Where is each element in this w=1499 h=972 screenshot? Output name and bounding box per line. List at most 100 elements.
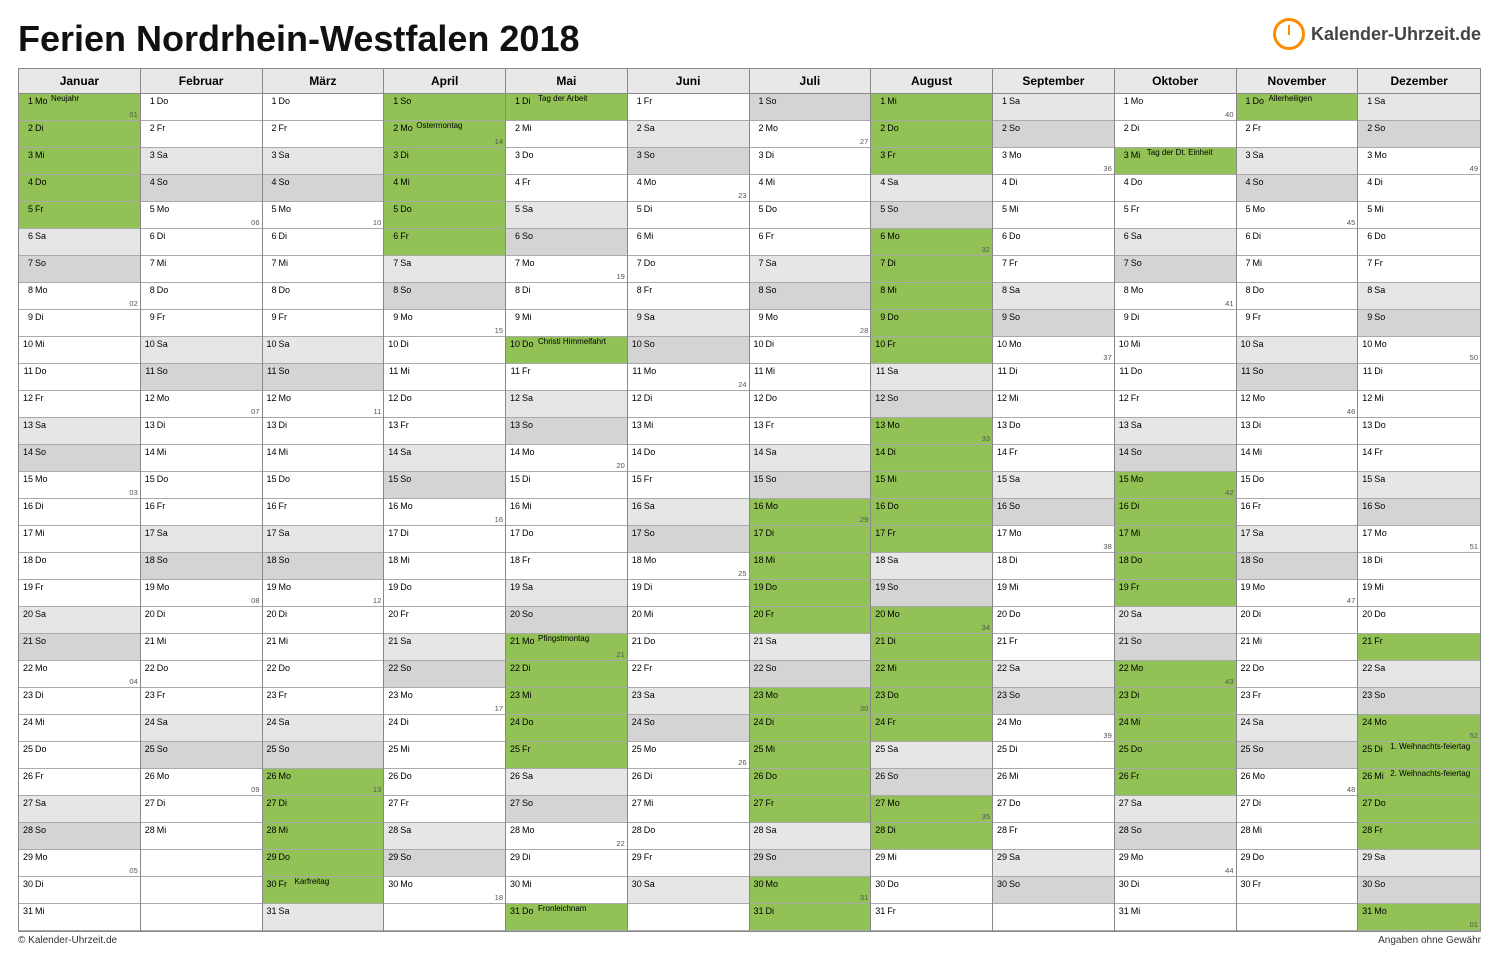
- week-number: 27: [860, 137, 868, 146]
- day-weekday: Di: [34, 877, 50, 889]
- day-weekday: Mo: [156, 391, 172, 403]
- day-note: [1389, 121, 1480, 122]
- day-cell: 10Sa: [1237, 337, 1358, 364]
- day-weekday: Do: [765, 391, 781, 403]
- day-cell: 10So: [628, 337, 749, 364]
- day-weekday: Sa: [278, 148, 294, 160]
- day-note: [172, 391, 262, 392]
- day-number: 5: [384, 202, 399, 214]
- day-number: 23: [750, 688, 765, 700]
- day-number: 15: [871, 472, 886, 484]
- day-weekday: Di: [156, 229, 172, 241]
- month-header: August: [871, 69, 992, 94]
- day-cell: 6Sa: [1115, 229, 1236, 256]
- day-note: [1024, 769, 1114, 770]
- day-note: [1024, 229, 1114, 230]
- week-number: 11: [373, 407, 381, 416]
- day-weekday: Fr: [1008, 823, 1024, 835]
- day-cell: 30Do: [871, 877, 992, 904]
- day-cell: 4Sa: [871, 175, 992, 202]
- day-weekday: Do: [1373, 229, 1389, 241]
- day-cell: 27Do: [993, 796, 1114, 823]
- month-header: Januar: [19, 69, 140, 94]
- day-note: [294, 391, 384, 392]
- day-cell: 14So: [19, 445, 140, 472]
- day-number: 23: [384, 688, 399, 700]
- day-weekday: Sa: [643, 877, 659, 889]
- day-weekday: Do: [1008, 796, 1024, 808]
- day-number: 13: [1115, 418, 1130, 430]
- day-note: [172, 256, 262, 257]
- day-weekday: Fr: [521, 175, 537, 187]
- day-weekday: Fr: [765, 418, 781, 430]
- day-cell: 1Mo40: [1115, 94, 1236, 121]
- day-note: [294, 553, 384, 554]
- day-cell: 26Do: [750, 769, 871, 796]
- day-number: 19: [1237, 580, 1252, 592]
- day-weekday: Mo: [156, 580, 172, 592]
- day-weekday: So: [399, 94, 415, 106]
- day-number: 23: [1237, 688, 1252, 700]
- day-number: 31: [1115, 904, 1130, 916]
- week-number: 01: [129, 110, 137, 119]
- day-cell: [1237, 904, 1358, 931]
- day-note: [1268, 283, 1358, 284]
- day-cell: 18Mi: [384, 553, 505, 580]
- day-number: 14: [1115, 445, 1130, 457]
- day-number: 31: [871, 904, 886, 916]
- day-cell: 5Sa: [506, 202, 627, 229]
- day-cell: 8Mo02: [19, 283, 140, 310]
- day-weekday: Mi: [34, 904, 50, 916]
- day-note: [537, 850, 627, 851]
- day-number: 19: [141, 580, 156, 592]
- day-number: 17: [871, 526, 886, 538]
- day-note: [1024, 121, 1114, 122]
- day-weekday: Di: [156, 607, 172, 619]
- day-cell: 21Fr: [1358, 634, 1480, 661]
- day-weekday: Mi: [399, 553, 415, 565]
- day-number: 12: [384, 391, 399, 403]
- day-number: 26: [141, 769, 156, 781]
- day-weekday: So: [1373, 121, 1389, 133]
- day-weekday: Mo: [399, 499, 415, 511]
- day-weekday: Mo: [1252, 391, 1268, 403]
- week-number: 18: [495, 893, 503, 902]
- day-note: [659, 715, 749, 716]
- logo-text: Kalender-Uhrzeit.de: [1311, 24, 1481, 45]
- day-weekday: Fr: [643, 472, 659, 484]
- day-note: [1389, 256, 1480, 257]
- day-weekday: Di: [399, 715, 415, 727]
- day-cell: 20Di: [263, 607, 384, 634]
- calendar-grid: Januar1MoNeujahr012Di3Mi4Do5Fr6Sa7So8Mo0…: [18, 68, 1481, 932]
- day-note: [172, 472, 262, 473]
- day-note: [294, 688, 384, 689]
- day-note: [1146, 769, 1236, 770]
- day-cell: 8Do: [1237, 283, 1358, 310]
- day-cell: 30Mo31: [750, 877, 871, 904]
- day-weekday: Mi: [765, 742, 781, 754]
- day-number: 20: [628, 607, 643, 619]
- day-weekday: Mo: [886, 229, 902, 241]
- day-note: [1389, 499, 1480, 500]
- day-number: 20: [1237, 607, 1252, 619]
- day-number: 11: [1115, 364, 1130, 376]
- day-note: [1389, 580, 1480, 581]
- day-weekday: Mo: [34, 94, 50, 106]
- day-weekday: Sa: [278, 337, 294, 349]
- day-weekday: Mo: [278, 202, 294, 214]
- day-number: 27: [506, 796, 521, 808]
- day-note: [1268, 337, 1358, 338]
- day-weekday: Fr: [886, 337, 902, 349]
- day-weekday: Fr: [521, 553, 537, 565]
- day-cell: 9So: [1358, 310, 1480, 337]
- day-cell: 23Di: [1115, 688, 1236, 715]
- day-weekday: Do: [156, 283, 172, 295]
- day-cell: 29Mi: [871, 850, 992, 877]
- day-weekday: Di: [1373, 553, 1389, 565]
- day-cell: 30So: [1358, 877, 1480, 904]
- day-note: [294, 418, 384, 419]
- day-note: [1268, 472, 1358, 473]
- day-weekday: Mo: [1130, 472, 1146, 484]
- day-note: [1024, 796, 1114, 797]
- day-cell: 29Do: [263, 850, 384, 877]
